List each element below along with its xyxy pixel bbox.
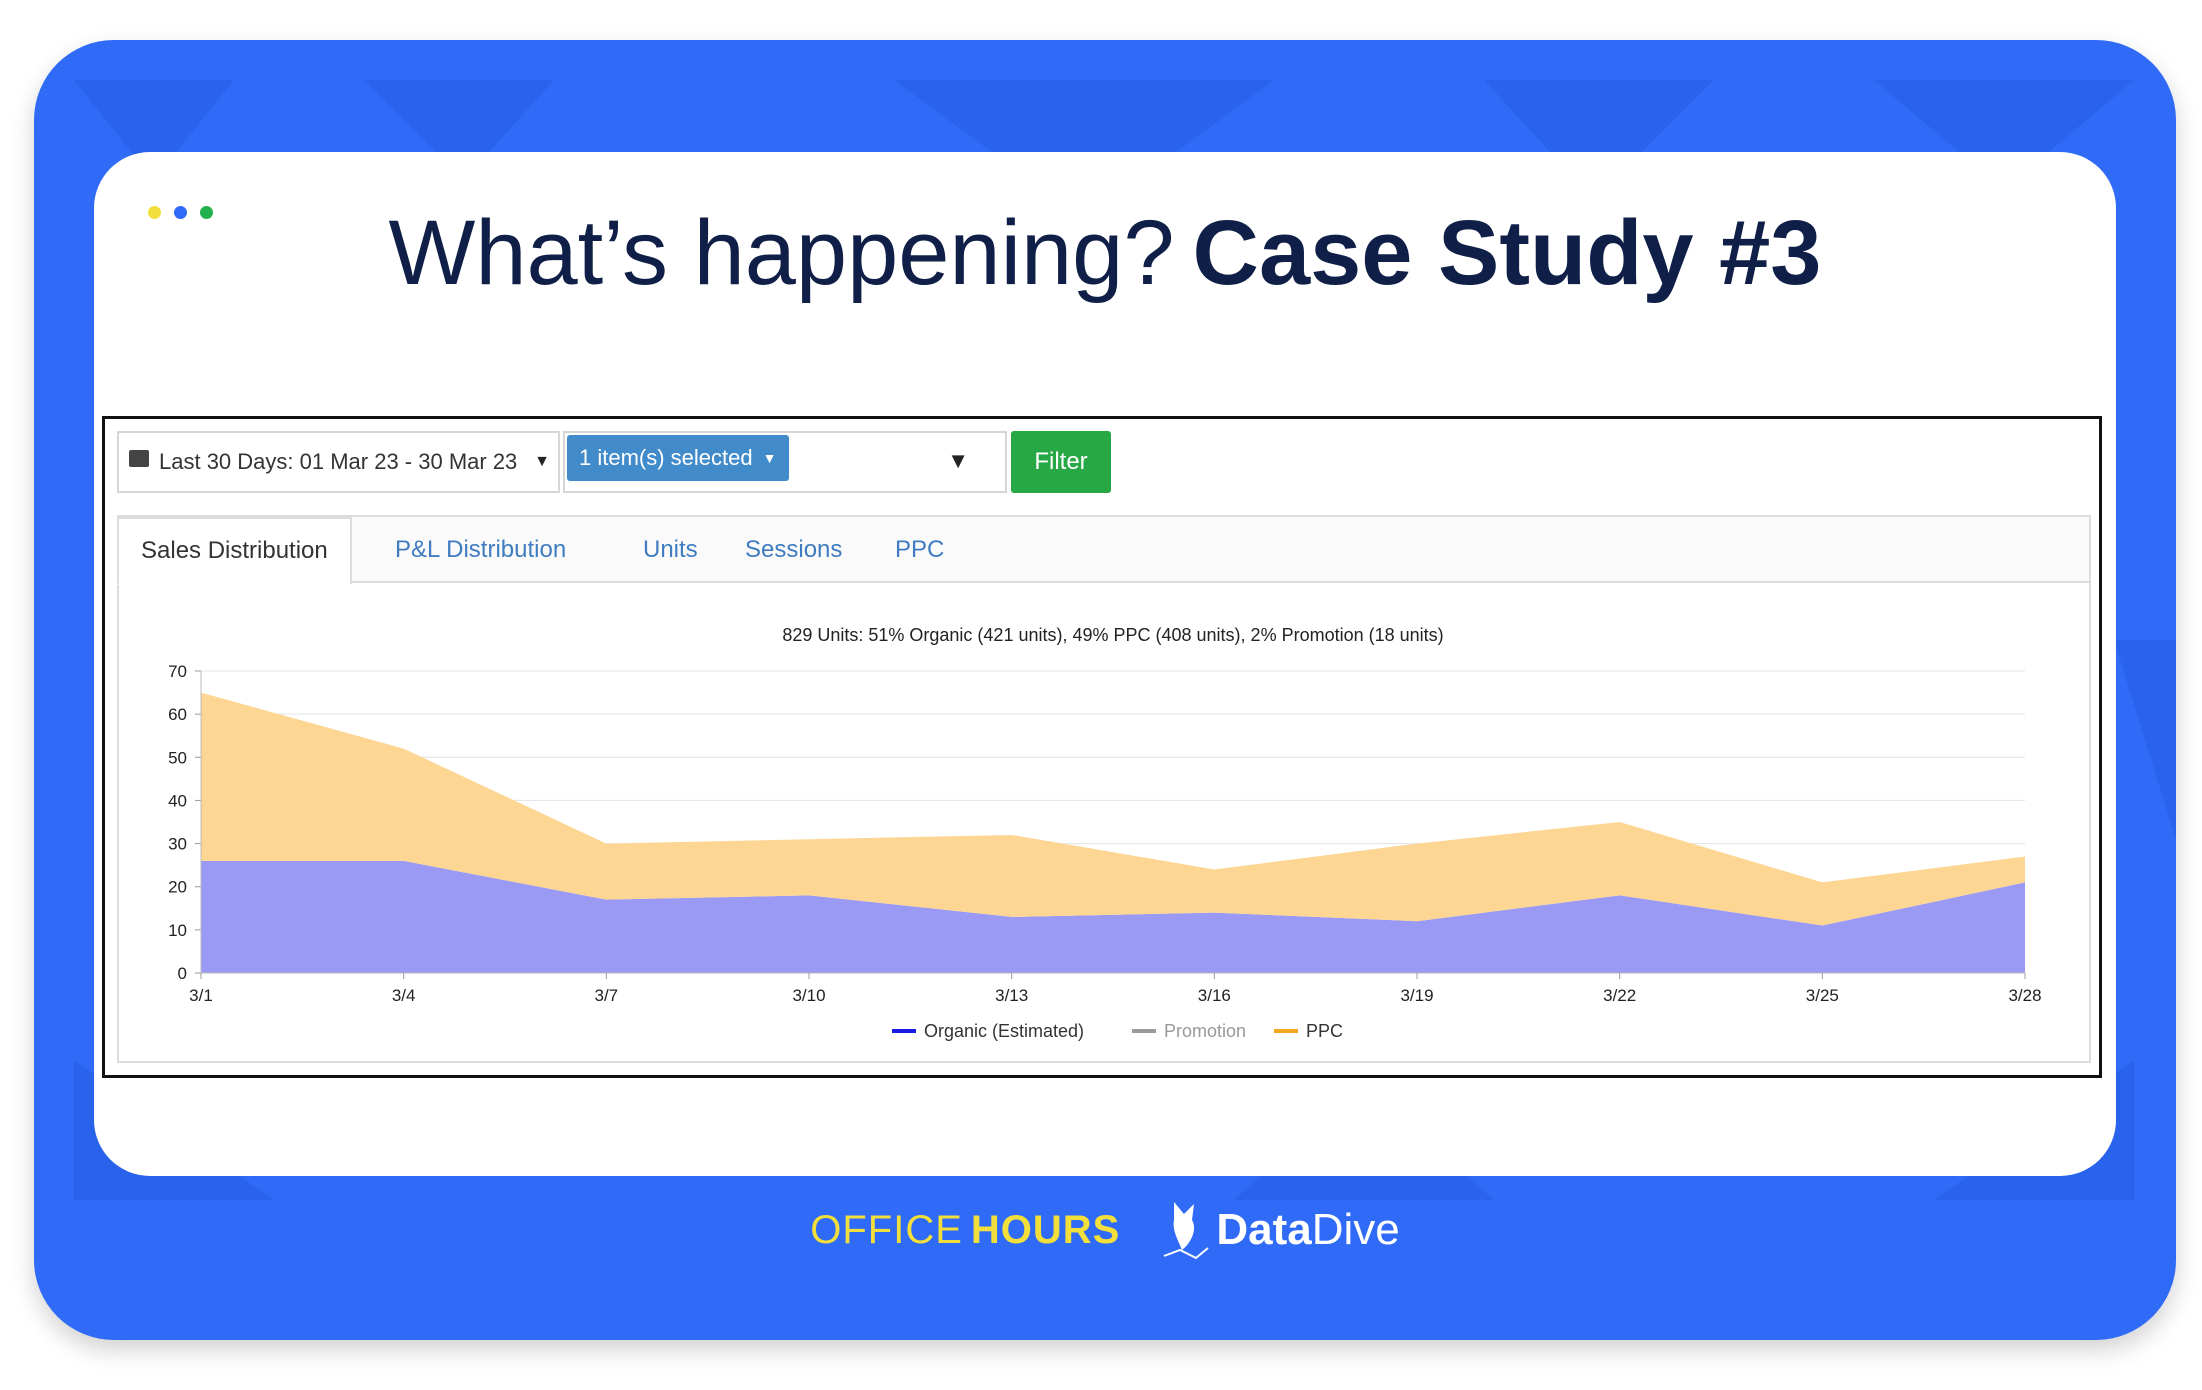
chart-title: 829 Units: 51% Organic (421 units), 49% … [782, 625, 1443, 645]
legend-label: Organic (Estimated) [924, 1021, 1084, 1041]
fish-logo-icon [1164, 1202, 1209, 1260]
date-range-picker[interactable]: Last 30 Days: 01 Mar 23 - 30 Mar 23 ▼ [117, 431, 560, 493]
legend-label: PPC [1306, 1021, 1343, 1041]
y-tick-label: 30 [168, 835, 187, 854]
x-tick-label: 3/16 [1198, 986, 1231, 1005]
sales-distribution-chart: 829 Units: 51% Organic (421 units), 49% … [168, 625, 2041, 1041]
calendar-icon [129, 449, 149, 467]
area-organic-estimated [201, 860, 2025, 973]
brand-data: Data [1216, 1205, 1312, 1254]
tab-ppc[interactable]: PPC [895, 536, 945, 563]
tab-bar: Sales Distribution P&L Distribution Unit… [117, 517, 2089, 585]
office-text: OFFICE [810, 1207, 963, 1252]
office-hours-label: OFFICE HOURS [810, 1208, 1120, 1253]
tab-units[interactable]: Units [643, 536, 698, 563]
dashboard-screenshot: Last 30 Days: 01 Mar 23 - 30 Mar 23 ▼ 1 … [102, 416, 2102, 1078]
slide-frame: What’s happening? Case Study #3 Last 30 D… [34, 40, 2176, 1340]
tab-sessions[interactable]: Sessions [745, 536, 843, 563]
brand-dive: Dive [1311, 1205, 1400, 1254]
x-tick-label: 3/1 [189, 986, 213, 1005]
footer: OFFICE HOURS Data Dive [34, 1180, 2176, 1280]
y-tick-label: 10 [168, 921, 187, 940]
blue-dot-icon [174, 206, 187, 219]
x-tick-label: 3/13 [995, 986, 1028, 1005]
dropdown-arrow-icon[interactable]: ▼ [947, 448, 969, 473]
y-tick-label: 0 [178, 964, 187, 983]
y-tick-label: 20 [168, 878, 187, 897]
title-bold: Case Study #3 [1192, 202, 1822, 304]
caret-down-icon: ▼ [534, 453, 550, 470]
x-tick-label: 3/4 [392, 986, 416, 1005]
hours-text: HOURS [970, 1207, 1121, 1252]
tab-sales-distribution[interactable]: Sales Distribution [117, 517, 352, 585]
title-light: What’s happening? [388, 202, 1175, 304]
multiselect-button[interactable]: 1 item(s) selected ▼ [567, 435, 789, 481]
x-tick-label: 3/25 [1806, 986, 1839, 1005]
x-tick-label: 3/22 [1603, 986, 1636, 1005]
window-dots [148, 206, 213, 219]
yellow-dot-icon [148, 206, 161, 219]
y-tick-label: 40 [168, 791, 187, 810]
x-tick-label: 3/7 [595, 986, 619, 1005]
x-tick-label: 3/28 [2008, 986, 2041, 1005]
y-tick-label: 70 [168, 662, 187, 681]
y-tick-label: 60 [168, 705, 187, 724]
datadive-logo: Data Dive [1160, 1200, 1400, 1260]
tab-pl-distribution[interactable]: P&L Distribution [395, 536, 567, 563]
x-tick-label: 3/19 [1400, 986, 1433, 1005]
item-multiselect[interactable]: 1 item(s) selected ▼ ▼ [563, 431, 1007, 493]
slide-title: What’s happening? Case Study #3 [94, 188, 2116, 318]
date-range-label: Last 30 Days: 01 Mar 23 - 30 Mar 23 [159, 449, 518, 474]
legend-label: Promotion [1164, 1021, 1246, 1041]
tab-panel: Sales Distribution P&L Distribution Unit… [117, 515, 2091, 1063]
y-tick-label: 50 [168, 748, 187, 767]
filter-button[interactable]: Filter [1011, 431, 1111, 493]
green-dot-icon [200, 206, 213, 219]
slide-card: What’s happening? Case Study #3 Last 30 D… [94, 152, 2116, 1176]
multiselect-label: 1 item(s) selected [579, 445, 753, 470]
x-tick-label: 3/10 [792, 986, 825, 1005]
area-ppc [201, 692, 2025, 926]
caret-down-icon: ▼ [762, 450, 777, 466]
